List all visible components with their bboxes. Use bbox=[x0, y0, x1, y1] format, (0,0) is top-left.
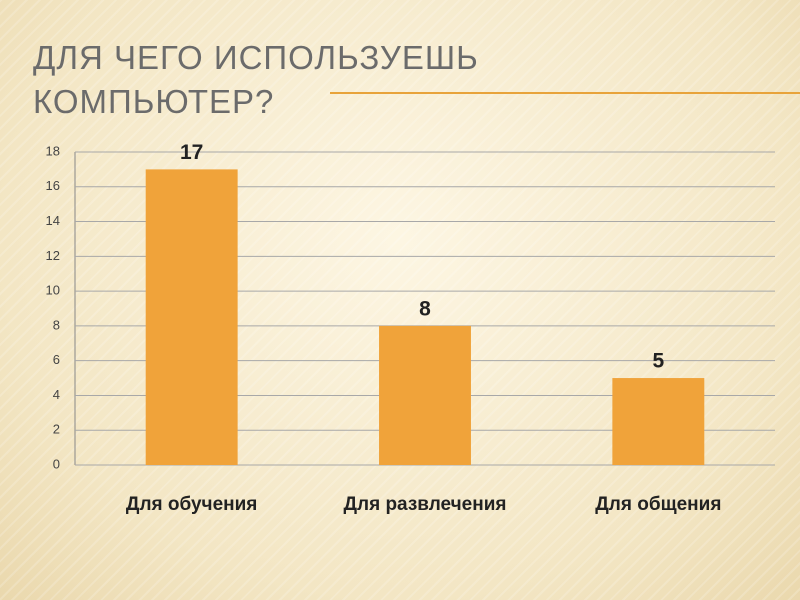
slide-title: ДЛЯ ЧЕГО ИСПОЛЬЗУЕШЬ КОМПЬЮТЕР? bbox=[33, 39, 479, 120]
bar bbox=[379, 325, 471, 465]
title-rule bbox=[330, 92, 800, 94]
data-label: 8 bbox=[419, 297, 431, 320]
x-tick-label: Для общения bbox=[595, 494, 721, 515]
y-tick-label: 8 bbox=[53, 317, 60, 332]
x-tick-label: Для развлечения bbox=[343, 494, 506, 515]
y-tick-label: 0 bbox=[53, 456, 60, 471]
y-tick-label: 4 bbox=[53, 387, 60, 402]
y-tick-label: 18 bbox=[46, 143, 60, 158]
y-tick-label: 14 bbox=[46, 213, 60, 228]
y-tick-label: 6 bbox=[53, 352, 60, 367]
y-tick-label: 12 bbox=[46, 248, 60, 263]
data-label: 17 bbox=[180, 141, 203, 164]
data-label: 5 bbox=[652, 350, 664, 373]
y-tick-label: 16 bbox=[46, 178, 60, 193]
y-tick-label: 2 bbox=[53, 422, 60, 437]
bar bbox=[145, 169, 238, 465]
y-tick-label: 10 bbox=[46, 283, 60, 298]
bar bbox=[612, 378, 705, 465]
x-tick-label: Для обучения bbox=[126, 494, 257, 515]
